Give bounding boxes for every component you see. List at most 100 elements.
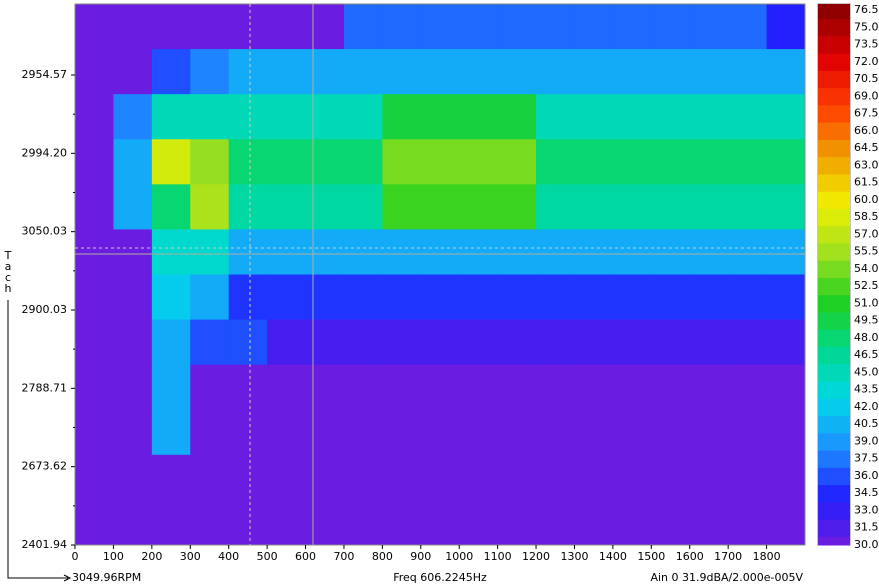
heat-cell — [190, 499, 230, 546]
heat-cell — [305, 139, 345, 185]
colorbar-label: 48.0 — [854, 331, 879, 344]
colorbar-swatch — [818, 363, 850, 382]
colorbar-label: 45.0 — [854, 365, 879, 378]
heat-cell — [420, 229, 460, 275]
colorbar-swatch — [818, 208, 850, 227]
heat-cell — [612, 364, 652, 411]
y-tick-label: 2788.71 — [22, 381, 68, 394]
heat-cell — [536, 454, 575, 501]
colorbar-label: 36.0 — [854, 469, 879, 482]
heat-cell — [190, 4, 230, 50]
heat-cell — [497, 94, 537, 140]
x-tick-label: 1800 — [753, 550, 781, 563]
colorbar-swatch — [818, 18, 850, 37]
heat-cell — [766, 409, 806, 456]
heat-cell — [113, 139, 153, 185]
heat-cell — [382, 4, 422, 50]
heat-cell — [651, 49, 691, 95]
heat-cell — [459, 184, 499, 230]
colorbar-label: 51.0 — [854, 296, 879, 309]
colorbar-label: 55.5 — [854, 245, 879, 258]
arrow-head — [63, 574, 72, 582]
heat-cell — [151, 139, 191, 185]
colorbar-label: 64.5 — [854, 141, 879, 154]
heat-cell — [574, 4, 614, 50]
heat-cell — [75, 94, 114, 140]
heat-cell — [536, 229, 575, 275]
heat-cell — [305, 274, 345, 321]
heat-cell — [651, 364, 691, 411]
heat-cell — [190, 364, 230, 411]
heat-cell — [766, 184, 806, 230]
heat-cell — [75, 274, 114, 321]
colorbar-swatch — [818, 484, 850, 503]
heat-cell — [497, 4, 537, 50]
colorbar-swatch — [818, 501, 850, 520]
heat-cell — [689, 4, 729, 50]
y-axis-label-char: h — [5, 282, 12, 295]
heat-cell — [343, 184, 383, 230]
y-axis-label-char: T — [4, 249, 12, 262]
heat-cell — [113, 184, 153, 230]
colorbar-swatch — [818, 70, 850, 89]
colorbar-swatch — [818, 173, 850, 192]
heat-cell — [190, 49, 230, 95]
heat-cell — [574, 409, 614, 456]
colorbar-swatch — [818, 450, 850, 468]
heat-cell — [113, 274, 153, 321]
heat-cell — [536, 94, 575, 140]
heat-cell — [766, 319, 806, 366]
heat-cell — [574, 139, 614, 185]
colorbar-label: 63.0 — [854, 158, 879, 171]
heat-cell — [651, 94, 691, 140]
heat-cell — [497, 499, 537, 546]
heat-cell — [305, 499, 345, 546]
heat-cell — [228, 499, 268, 546]
status-freq: Freq 606.2245Hz — [393, 571, 487, 584]
heat-cell — [343, 139, 383, 185]
heat-cell — [459, 319, 499, 366]
heat-cell — [728, 499, 768, 546]
colorbar-swatch — [818, 122, 850, 140]
heat-cell — [75, 229, 114, 275]
heat-cell — [151, 499, 191, 546]
heat-cell — [267, 319, 307, 366]
heat-cell — [343, 454, 383, 501]
heat-cell — [113, 229, 153, 275]
heat-cell — [267, 409, 307, 456]
heat-cell — [728, 319, 768, 366]
heat-cell — [689, 364, 729, 411]
heat-cell — [190, 319, 230, 366]
x-tick-label: 100 — [103, 550, 124, 563]
heat-cell — [728, 139, 768, 185]
colorbar-label: 49.5 — [854, 314, 879, 327]
heat-cell — [382, 319, 422, 366]
x-tick-label: 1700 — [714, 550, 742, 563]
colorbar-swatch — [818, 191, 850, 209]
heat-cell — [305, 364, 345, 411]
heat-cell — [612, 499, 652, 546]
heat-cell — [228, 139, 268, 185]
colorbar-label: 70.5 — [854, 72, 879, 85]
y-axis-label-char: c — [5, 271, 11, 284]
heat-cell — [267, 184, 307, 230]
heat-cell — [75, 499, 114, 546]
heat-cell — [228, 319, 268, 366]
heat-cell — [459, 94, 499, 140]
heat-cell — [305, 4, 345, 50]
colorbar-swatch — [818, 415, 850, 434]
heat-cell — [343, 409, 383, 456]
heat-cell — [420, 4, 460, 50]
heat-cell — [459, 139, 499, 185]
heat-cell — [497, 49, 537, 95]
heat-cell — [113, 409, 153, 456]
heat-cell — [190, 274, 230, 321]
heat-cell — [190, 229, 230, 275]
colorbar-swatch — [818, 312, 850, 330]
heat-cell — [267, 499, 307, 546]
heat-cell — [75, 409, 114, 456]
heat-cell — [343, 4, 383, 50]
colorbar-label: 57.0 — [854, 227, 879, 240]
heat-cell — [497, 364, 537, 411]
